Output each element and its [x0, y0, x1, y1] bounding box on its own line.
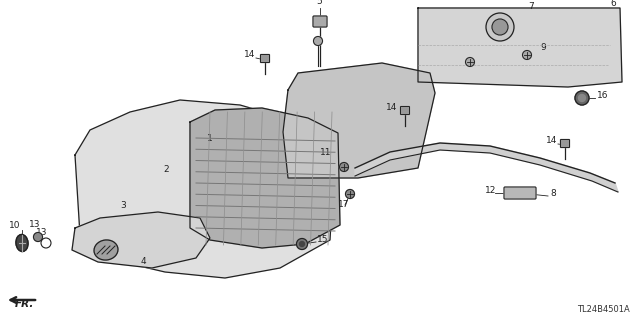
Text: 16: 16 — [597, 91, 609, 100]
Text: 14: 14 — [546, 136, 557, 145]
Text: 11: 11 — [320, 148, 332, 157]
Text: 5: 5 — [316, 0, 322, 6]
Text: 15: 15 — [317, 235, 328, 244]
Circle shape — [522, 50, 531, 60]
Text: 14: 14 — [386, 103, 397, 112]
Circle shape — [300, 241, 305, 247]
Circle shape — [339, 162, 349, 172]
FancyBboxPatch shape — [561, 139, 570, 147]
Polygon shape — [283, 63, 435, 178]
Polygon shape — [72, 212, 210, 268]
Polygon shape — [355, 143, 618, 192]
Text: 2: 2 — [163, 165, 168, 174]
Text: 3: 3 — [120, 201, 125, 210]
Circle shape — [492, 19, 508, 35]
Text: 14: 14 — [244, 50, 255, 59]
Text: TL24B4501A: TL24B4501A — [577, 305, 630, 314]
Text: 17: 17 — [338, 200, 349, 209]
Text: 10: 10 — [9, 221, 20, 230]
Polygon shape — [190, 108, 340, 248]
Ellipse shape — [16, 234, 28, 251]
Circle shape — [575, 91, 589, 105]
Text: 6: 6 — [610, 0, 616, 8]
Text: 8: 8 — [550, 189, 556, 198]
Text: 7: 7 — [528, 2, 534, 11]
Circle shape — [346, 189, 355, 198]
Text: FR.: FR. — [15, 299, 35, 309]
Polygon shape — [75, 100, 335, 278]
Circle shape — [465, 57, 474, 66]
Text: 12: 12 — [485, 186, 497, 195]
Circle shape — [314, 36, 323, 46]
Text: 4: 4 — [141, 257, 147, 266]
Ellipse shape — [94, 240, 118, 260]
Text: 13: 13 — [36, 228, 47, 237]
Circle shape — [33, 233, 42, 241]
Text: 1: 1 — [207, 134, 212, 143]
FancyBboxPatch shape — [401, 107, 410, 115]
Text: 13: 13 — [29, 220, 40, 229]
FancyBboxPatch shape — [313, 16, 327, 27]
Circle shape — [579, 94, 586, 101]
Polygon shape — [418, 8, 622, 87]
FancyBboxPatch shape — [260, 55, 269, 63]
Circle shape — [486, 13, 514, 41]
FancyBboxPatch shape — [504, 187, 536, 199]
Text: 9: 9 — [540, 43, 546, 52]
Circle shape — [296, 239, 307, 249]
